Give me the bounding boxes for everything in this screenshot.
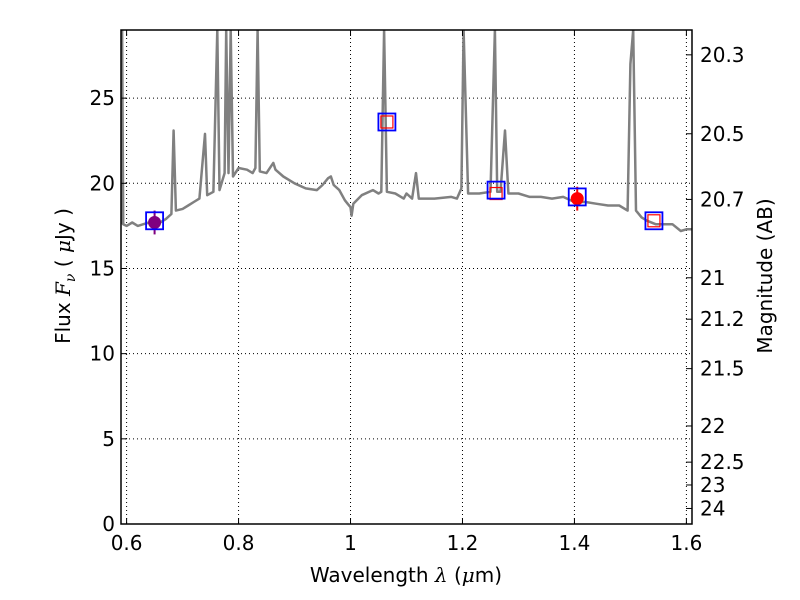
plot-frame	[120, 29, 693, 525]
y-tick-label: 10	[90, 342, 115, 366]
y-tick-label: 15	[90, 256, 115, 280]
model-point-blue	[145, 211, 164, 231]
photometry-point	[148, 215, 162, 229]
x-tick-label: 0.6	[111, 531, 143, 555]
y2-tick-label: 21.5	[700, 357, 745, 381]
model-point-blue	[644, 211, 664, 231]
y-axis-label: Flux Fν ( μJy )	[51, 208, 79, 344]
x-tick-label: 0.8	[223, 531, 255, 555]
y-tick-label: 20	[90, 171, 115, 195]
spectrum-series	[121, 30, 692, 233]
x-tick-label: 1.6	[670, 531, 702, 555]
model-point-blue	[377, 112, 397, 132]
y2-tick-label: 22	[700, 414, 725, 438]
model-point-red	[489, 186, 503, 201]
y2-axis-label: Magnitude (AB)	[753, 198, 777, 353]
x-tick-label: 1	[344, 531, 357, 555]
y2-tick-label: 20.3	[700, 43, 745, 67]
y2-tick-label: 22.5	[700, 450, 745, 474]
axis-ticks: 0.6 0.8 1 1.2 1.4 1.6 0 5 10 15 20 25 20.3 20.5 20.7 21…	[90, 30, 745, 555]
grid	[121, 30, 692, 525]
model-point-red	[647, 214, 661, 228]
y2-tick-label: 21.2	[700, 307, 745, 331]
y2-tick-label: 23	[700, 473, 725, 497]
spectrum-line	[121, 30, 692, 233]
x-tick-label: 1.4	[559, 531, 591, 555]
y-tick-label: 5	[102, 427, 115, 451]
model-point-red	[380, 115, 394, 129]
y2-tick-label: 20.5	[700, 122, 745, 146]
photometry-point	[570, 192, 584, 206]
y2-tick-label: 20.7	[700, 187, 745, 211]
model-point-blue	[486, 180, 506, 200]
y-tick-label: 25	[90, 86, 115, 110]
x-axis-label: Wavelength λ (μm)	[310, 563, 502, 587]
y2-tick-label: 24	[700, 496, 725, 520]
photometry-markers	[145, 112, 664, 235]
model-point-blue	[567, 187, 587, 207]
y-tick-label: 0	[102, 512, 115, 536]
y2-tick-label: 21	[700, 266, 725, 290]
x-tick-label: 1.2	[447, 531, 479, 555]
